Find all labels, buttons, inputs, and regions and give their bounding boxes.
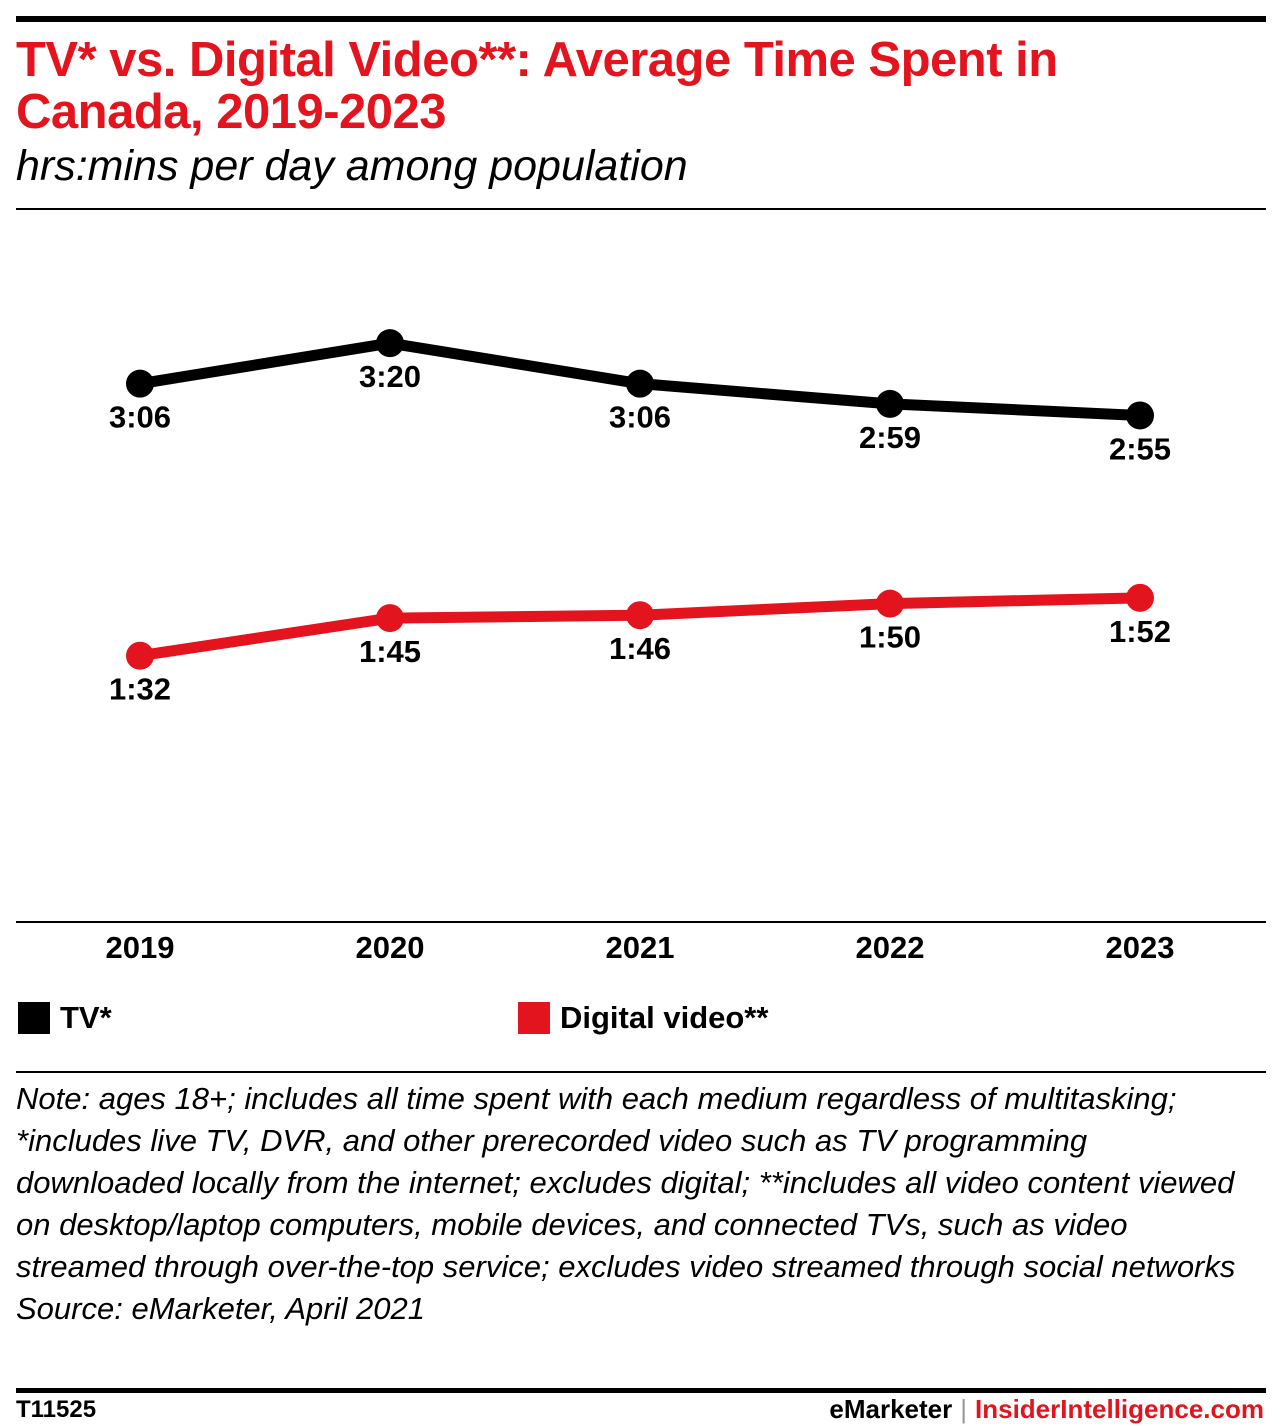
data-label-digital-video-2022: 1:50 <box>859 620 921 655</box>
data-label-tv-2021: 3:06 <box>609 400 671 435</box>
legend-item-digital-video: Digital video** <box>518 1000 768 1036</box>
data-point-digital-video-2019 <box>126 641 154 670</box>
legend-label-tv: TV* <box>60 1000 112 1035</box>
source-text: Source: eMarketer, April 2021 <box>16 1291 425 1326</box>
legend-swatch-digital-video <box>518 1002 550 1034</box>
series-layer <box>126 329 1154 670</box>
x-tick-layer: 2019 2020 2021 2022 2023 <box>106 930 1175 965</box>
data-point-tv-2023 <box>1126 401 1154 430</box>
data-label-tv-2023: 2:55 <box>1109 431 1171 466</box>
subtitle-divider <box>16 208 1266 210</box>
data-label-digital-video-2023: 1:52 <box>1109 614 1171 649</box>
data-label-tv-2020: 3:20 <box>359 359 421 394</box>
chart-id: T11525 <box>16 1396 97 1423</box>
x-tick-label-2023: 2023 <box>1106 930 1175 965</box>
top-rule <box>16 16 1266 22</box>
x-tick-label-2021: 2021 <box>606 930 675 965</box>
data-label-tv-2019: 3:06 <box>109 400 171 435</box>
brand-insiderintelligence-link[interactable]: InsiderIntelligence.com <box>975 1394 1264 1424</box>
footnote: Note: ages 18+; includes all time spent … <box>16 1078 1256 1330</box>
legend-label-digital-video: Digital video** <box>560 1000 769 1035</box>
data-point-tv-2021 <box>626 369 654 398</box>
data-point-digital-video-2021 <box>626 601 654 630</box>
data-point-tv-2020 <box>376 329 404 358</box>
brand-emarketer: eMarketer <box>829 1394 953 1424</box>
data-point-digital-video-2022 <box>876 589 904 618</box>
data-point-tv-2022 <box>876 389 904 418</box>
data-point-digital-video-2023 <box>1126 583 1154 612</box>
note-divider <box>16 1071 1266 1073</box>
data-label-digital-video-2020: 1:45 <box>359 634 421 669</box>
data-point-digital-video-2020 <box>376 604 404 633</box>
data-label-layer: 3:06 3:20 3:06 2:59 2:55 1:32 1:45 1:46 1:50 1:52 <box>109 359 1171 707</box>
data-label-digital-video-2019: 1:32 <box>109 672 171 707</box>
note-text: Note: ages 18+; includes all time spent … <box>16 1081 1236 1284</box>
chart-title: TV* vs. Digital Video**: Average Time Sp… <box>16 33 1058 139</box>
bottom-rule <box>16 1388 1266 1393</box>
x-tick-label-2022: 2022 <box>856 930 925 965</box>
brand-separator: | <box>960 1394 968 1424</box>
brand-footer: eMarketer | InsiderIntelligence.com <box>829 1394 1264 1425</box>
data-label-digital-video-2021: 1:46 <box>609 631 671 666</box>
x-tick-label-2019: 2019 <box>106 930 175 965</box>
chart-subtitle: hrs:mins per day among population <box>16 142 688 190</box>
legend-swatch-tv <box>18 1002 50 1034</box>
line-chart: 3:06 3:20 3:06 2:59 2:55 1:32 1:45 1:46 1:50 1:52… <box>16 329 1266 965</box>
data-label-tv-2022: 2:59 <box>859 420 921 455</box>
data-point-tv-2019 <box>126 369 154 398</box>
legend-item-tv: TV* <box>18 1000 112 1036</box>
x-tick-label-2020: 2020 <box>356 930 425 965</box>
